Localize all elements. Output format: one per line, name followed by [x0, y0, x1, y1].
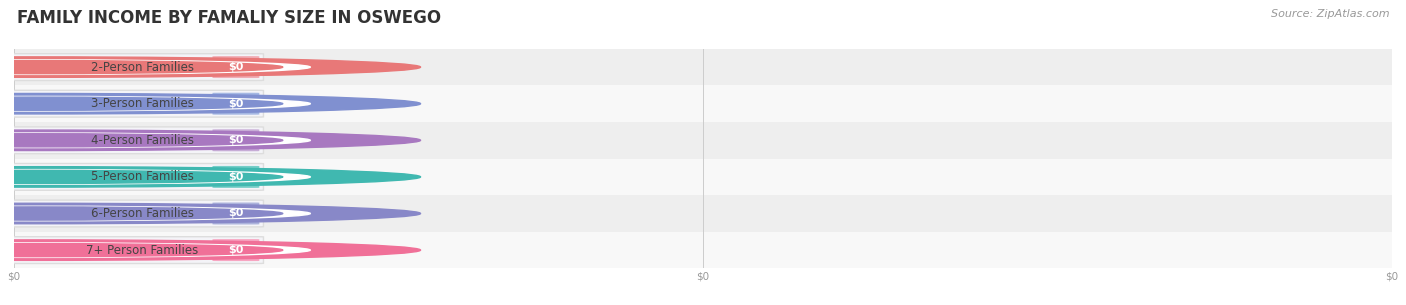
Circle shape: [0, 60, 283, 74]
FancyBboxPatch shape: [8, 90, 263, 117]
Bar: [14, 195, 1392, 232]
Bar: [14, 122, 1392, 159]
FancyBboxPatch shape: [212, 239, 259, 261]
FancyBboxPatch shape: [8, 200, 263, 227]
Text: FAMILY INCOME BY FAMALIY SIZE IN OSWEGO: FAMILY INCOME BY FAMALIY SIZE IN OSWEGO: [17, 9, 441, 27]
Bar: [14, 159, 1392, 195]
FancyBboxPatch shape: [8, 127, 263, 154]
Circle shape: [0, 133, 311, 148]
FancyBboxPatch shape: [212, 129, 259, 151]
FancyBboxPatch shape: [212, 166, 259, 188]
Circle shape: [0, 93, 420, 114]
Text: Source: ZipAtlas.com: Source: ZipAtlas.com: [1271, 9, 1389, 19]
Text: 7+ Person Families: 7+ Person Families: [86, 244, 198, 257]
Circle shape: [0, 170, 283, 184]
Text: 5-Person Families: 5-Person Families: [91, 170, 194, 183]
Circle shape: [0, 243, 283, 257]
Circle shape: [0, 96, 311, 111]
Circle shape: [0, 134, 283, 147]
Circle shape: [0, 207, 283, 220]
FancyBboxPatch shape: [212, 203, 259, 224]
Circle shape: [0, 167, 420, 187]
Circle shape: [0, 60, 311, 74]
Bar: [14, 85, 1392, 122]
Text: $0: $0: [228, 62, 243, 72]
FancyBboxPatch shape: [8, 163, 263, 190]
Text: 2-Person Families: 2-Person Families: [91, 61, 194, 74]
Text: $0: $0: [228, 99, 243, 109]
Circle shape: [0, 130, 420, 151]
Text: $0: $0: [228, 209, 243, 218]
Text: $0: $0: [228, 135, 243, 145]
Text: $0: $0: [228, 245, 243, 255]
Bar: [14, 232, 1392, 268]
Circle shape: [0, 203, 420, 224]
Bar: [14, 49, 1392, 85]
Circle shape: [0, 243, 311, 257]
Circle shape: [0, 240, 420, 260]
Text: 6-Person Families: 6-Person Families: [91, 207, 194, 220]
Text: 3-Person Families: 3-Person Families: [91, 97, 194, 110]
FancyBboxPatch shape: [8, 54, 263, 81]
Circle shape: [0, 97, 283, 110]
Text: $0: $0: [228, 172, 243, 182]
Circle shape: [0, 57, 420, 77]
Circle shape: [0, 170, 311, 184]
Circle shape: [0, 206, 311, 221]
FancyBboxPatch shape: [212, 93, 259, 115]
FancyBboxPatch shape: [8, 237, 263, 264]
Text: 4-Person Families: 4-Person Families: [91, 134, 194, 147]
FancyBboxPatch shape: [212, 56, 259, 78]
